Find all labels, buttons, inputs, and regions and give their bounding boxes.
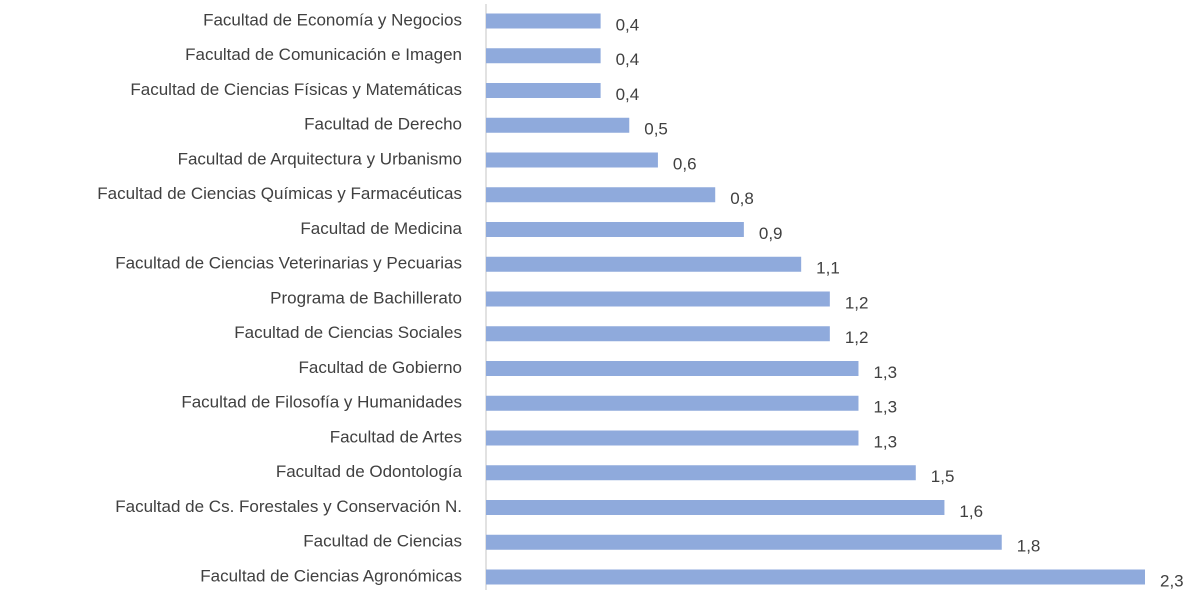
bar xyxy=(486,256,802,272)
data-label: 0,6 xyxy=(673,154,697,173)
data-label: 1,8 xyxy=(1017,537,1041,556)
y-tick-label: Facultad de Gobierno xyxy=(299,358,463,377)
bar xyxy=(486,326,830,342)
y-tick-label: Facultad de Cs. Forestales y Conservació… xyxy=(115,497,462,516)
y-tick-label: Facultad de Artes xyxy=(330,427,462,446)
data-label: 1,5 xyxy=(931,467,955,486)
data-label: 0,4 xyxy=(616,50,640,69)
data-label: 1,3 xyxy=(873,363,897,382)
data-label: 0,5 xyxy=(644,120,668,139)
y-tick-label: Facultad de Ciencias Químicas y Farmacéu… xyxy=(97,184,462,203)
data-label: 2,3 xyxy=(1160,571,1184,590)
bar xyxy=(486,430,859,446)
data-label: 1,3 xyxy=(873,432,897,451)
y-tick-label: Facultad de Ciencias Agronómicas xyxy=(200,566,462,585)
y-tick-label: Programa de Bachillerato xyxy=(270,288,462,307)
data-label: 1,2 xyxy=(845,328,869,347)
y-tick-label: Facultad de Derecho xyxy=(304,115,462,134)
bar xyxy=(486,291,830,307)
y-tick-label: Facultad de Economía y Negocios xyxy=(203,10,462,29)
bar xyxy=(486,83,601,98)
y-tick-label: Facultad de Arquitectura y Urbanismo xyxy=(178,149,462,168)
bar xyxy=(486,117,630,133)
bar xyxy=(486,13,601,29)
data-label: 0,8 xyxy=(730,189,754,208)
y-tick-label: Facultad de Odontología xyxy=(276,462,463,481)
y-tick-label: Facultad de Ciencias xyxy=(303,532,462,551)
bar xyxy=(486,361,859,376)
data-label: 0,4 xyxy=(616,15,640,34)
y-tick-label: Facultad de Ciencias Veterinarias y Pecu… xyxy=(115,254,462,273)
bar xyxy=(486,395,859,411)
y-tick-label: Facultad de Ciencias Sociales xyxy=(234,323,462,342)
bar xyxy=(486,222,744,237)
bar xyxy=(486,152,658,168)
data-label: 1,2 xyxy=(845,293,869,312)
bar xyxy=(486,48,601,64)
bar xyxy=(486,569,1145,585)
bar xyxy=(486,500,945,515)
y-tick-label: Facultad de Medicina xyxy=(300,219,462,238)
y-tick-label: Facultad de Comunicación e Imagen xyxy=(185,45,462,64)
bar xyxy=(486,187,716,203)
data-label: 1,6 xyxy=(959,502,983,521)
y-tick-label: Facultad de Filosofía y Humanidades xyxy=(181,393,462,412)
bar xyxy=(486,534,1002,550)
y-tick-label: Facultad de Ciencias Físicas y Matemátic… xyxy=(130,80,462,99)
data-label: 0,9 xyxy=(759,224,783,243)
bar xyxy=(486,465,916,481)
data-label: 0,4 xyxy=(616,85,640,104)
data-label: 1,3 xyxy=(873,398,897,417)
data-label: 1,1 xyxy=(816,259,840,278)
